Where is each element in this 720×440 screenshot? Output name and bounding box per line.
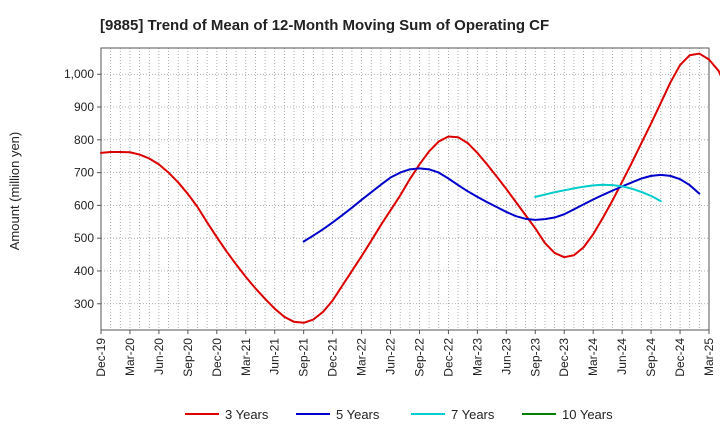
x-tick-label: Jun-22 bbox=[384, 338, 398, 375]
x-tick-label: Jun-20 bbox=[152, 338, 166, 375]
x-tick-label: Mar-21 bbox=[239, 338, 253, 376]
x-tick-label: Sep-20 bbox=[181, 338, 195, 377]
x-tick-label: Sep-24 bbox=[644, 338, 658, 377]
x-tick-label: Sep-22 bbox=[412, 338, 426, 377]
x-tick-label: Dec-19 bbox=[94, 338, 108, 377]
x-tick-label: Dec-21 bbox=[326, 338, 340, 377]
x-tick-label: Dec-20 bbox=[210, 338, 224, 377]
x-tick-label: Jun-24 bbox=[615, 338, 629, 375]
x-tick-label: Dec-23 bbox=[557, 338, 571, 377]
y-tick-label: 900 bbox=[74, 100, 94, 114]
x-tick-label: Dec-22 bbox=[441, 338, 455, 377]
y-tick-label: 500 bbox=[74, 231, 94, 245]
y-tick-label: 600 bbox=[74, 198, 94, 212]
x-tick-label: Sep-23 bbox=[528, 338, 542, 377]
chart-title: [9885] Trend of Mean of 12-Month Moving … bbox=[100, 17, 549, 34]
plot-border bbox=[100, 47, 710, 331]
x-tick-label: Jun-21 bbox=[268, 338, 282, 375]
legend-label-10-years: 10 Years bbox=[562, 407, 613, 422]
x-tick-label: Mar-24 bbox=[586, 338, 600, 376]
legend-label-3-years: 3 Years bbox=[225, 407, 269, 422]
x-tick-label: Mar-23 bbox=[470, 338, 484, 376]
x-tick-label: Sep-21 bbox=[297, 338, 311, 377]
y-tick-label: 400 bbox=[74, 264, 94, 278]
y-axis-label: Amount (million yen) bbox=[7, 132, 22, 251]
series-line-5-years bbox=[302, 167, 701, 243]
y-tick-label: 1,000 bbox=[64, 67, 94, 81]
x-tick-label: Dec-24 bbox=[673, 338, 687, 377]
x-tick-label: Mar-20 bbox=[123, 338, 137, 376]
x-tick-label: Jun-23 bbox=[499, 338, 513, 375]
legend-label-5-years: 5 Years bbox=[336, 407, 380, 422]
y-tick-label: 800 bbox=[74, 133, 94, 147]
x-tick-label: Mar-22 bbox=[355, 338, 369, 376]
x-tick-label: Mar-25 bbox=[702, 338, 716, 376]
series-line-3-years bbox=[100, 52, 720, 324]
y-tick-label: 300 bbox=[74, 297, 94, 311]
legend-label-7-years: 7 Years bbox=[451, 407, 495, 422]
y-tick-label: 700 bbox=[74, 166, 94, 180]
series-line-7-years bbox=[534, 183, 662, 203]
